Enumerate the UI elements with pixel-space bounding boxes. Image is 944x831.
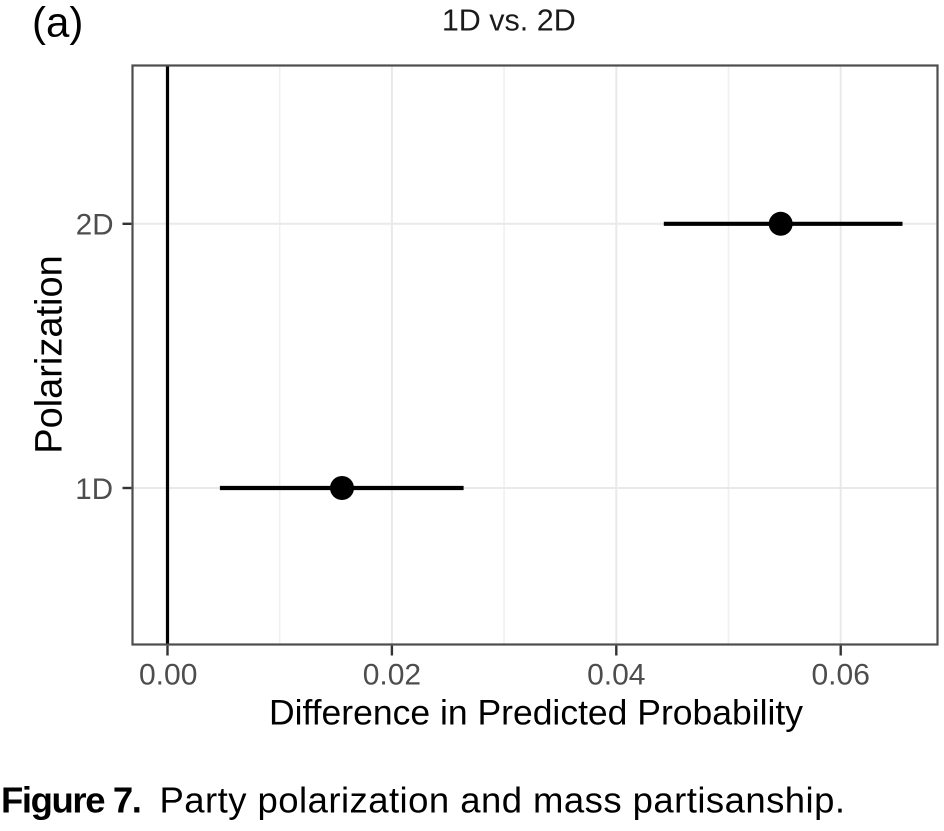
svg-text:Party polarization and mass pa: Party polarization and mass partisanship… (160, 780, 846, 821)
svg-text:0.02: 0.02 (363, 659, 421, 692)
svg-text:Polarization: Polarization (29, 255, 71, 454)
svg-text:Difference in Predicted Probab: Difference in Predicted Probability (269, 693, 803, 733)
svg-text:0.06: 0.06 (812, 659, 870, 692)
svg-text:1D: 1D (75, 473, 113, 506)
svg-text:0.00: 0.00 (139, 659, 197, 692)
svg-text:0.04: 0.04 (587, 659, 645, 692)
svg-text:(a): (a) (32, 0, 83, 46)
svg-text:2D: 2D (76, 209, 114, 242)
svg-text:Figure 7.: Figure 7. (1, 780, 141, 821)
svg-text:1D vs. 2D: 1D vs. 2D (442, 4, 576, 38)
